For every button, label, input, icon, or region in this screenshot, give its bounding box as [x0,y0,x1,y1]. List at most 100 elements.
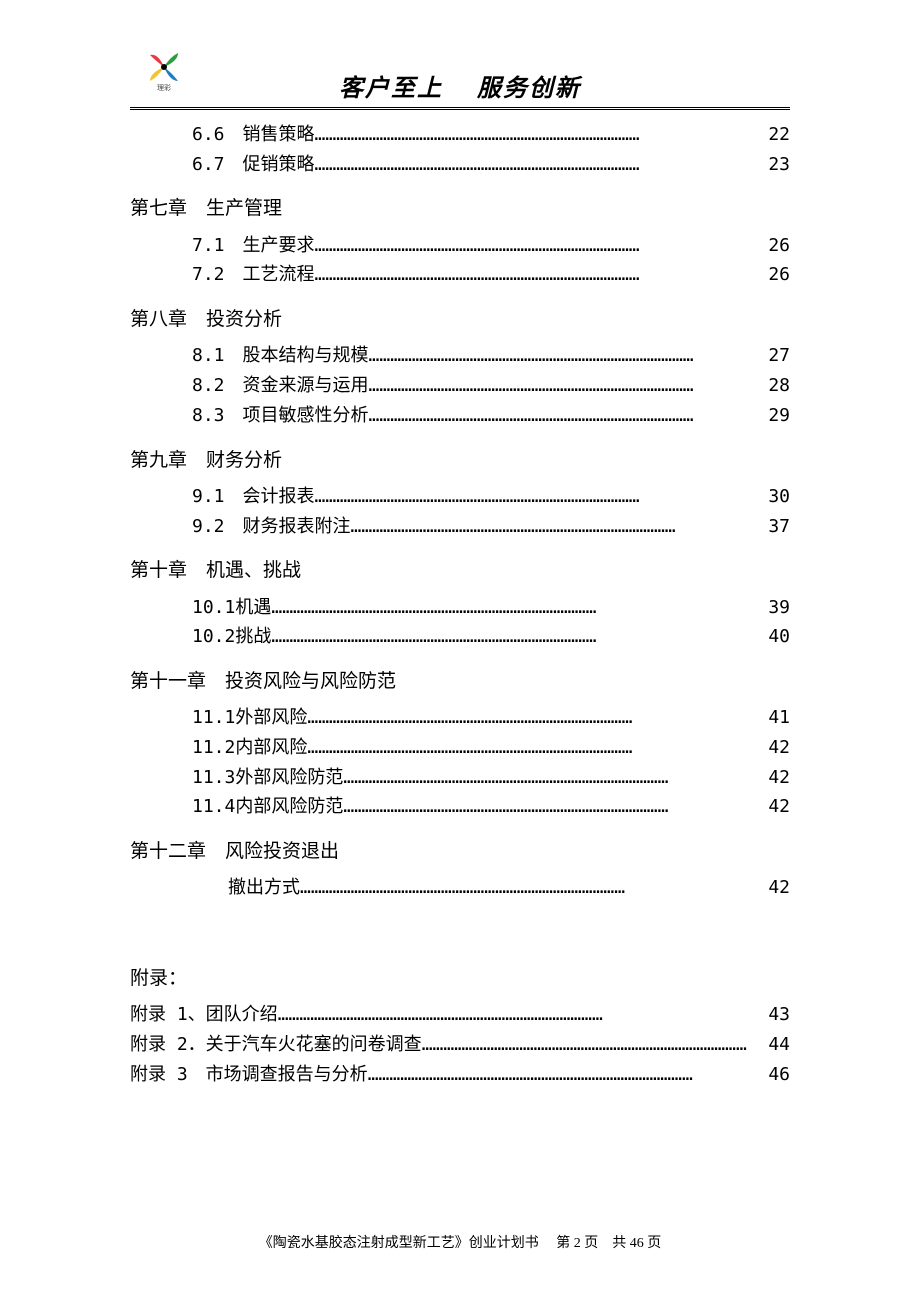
toc-number: 6.7 [192,150,243,180]
toc-label: 挑战 [235,622,271,652]
toc-entry: 9.1 会计报表………………………………………………………………………………30 [192,482,790,512]
toc-label: 资金来源与运用 [243,371,369,401]
toc-leader-dots: ……………………………………………………………………………… [368,1060,769,1090]
toc-entry: 6.6 销售策略………………………………………………………………………………22 [192,120,790,150]
toc-leader-dots: ……………………………………………………………………………… [300,873,768,903]
appendix-page-number: 43 [768,1000,790,1030]
chapter-title: 第八章 投资分析 [130,304,790,335]
header-rule-2 [130,109,790,110]
toc-leader-dots: ……………………………………………………………………………… [422,1030,769,1060]
toc-page-number: 42 [768,873,790,903]
toc-entry: 11.3 外部风险防范……………………………………………………………………………… [192,763,790,793]
toc-page-number: 42 [768,733,790,763]
page-header: 理彩 客户至上 服务创新 [130,50,790,110]
toc-entry: 11.2 内部风险………………………………………………………………………………4… [192,733,790,763]
chapter-title: 第九章 财务分析 [130,445,790,476]
toc-leader-dots: ……………………………………………………………………………… [307,733,768,763]
toc-page-number: 41 [768,703,790,733]
toc-entry: 9.2 财务报表附注………………………………………………………………………………… [192,512,790,542]
toc-number: 10.1 [192,593,235,623]
chapter-title: 第七章 生产管理 [130,193,790,224]
toc-entry: 7.2 工艺流程………………………………………………………………………………26 [192,260,790,290]
toc-page-number: 42 [768,763,790,793]
toc-page-number: 22 [768,120,790,150]
toc-label: 促销策略 [243,150,315,180]
header-title: 客户至上 服务创新 [130,50,790,103]
toc-entry: 11.1 外部风险………………………………………………………………………………4… [192,703,790,733]
toc-leader-dots: ……………………………………………………………………………… [315,231,769,261]
appendix-label: 附录 3 市场调查报告与分析 [130,1060,368,1090]
toc-label: 工艺流程 [243,260,315,290]
toc-number: 10.2 [192,622,235,652]
toc-leader-dots: ……………………………………………………………………………… [369,401,769,431]
toc-label: 销售策略 [243,120,315,150]
toc-leader-dots: ……………………………………………………………………………… [315,120,769,150]
toc-entry: 11.4 内部风险防范……………………………………………………………………………… [192,792,790,822]
toc-number: 8.1 [192,341,243,371]
toc-page-number: 37 [768,512,790,542]
toc-page-number: 42 [768,792,790,822]
toc-page-number: 26 [768,260,790,290]
toc-page-number: 27 [768,341,790,371]
toc-number: 11.2 [192,733,235,763]
toc-leader-dots: ……………………………………………………………………………… [271,593,768,623]
toc-label: 生产要求 [243,231,315,261]
logo-icon: 理彩 [140,45,188,93]
chapter-title: 第十章 机遇、挑战 [130,555,790,586]
toc-label: 股本结构与规模 [243,341,369,371]
toc-number: 8.3 [192,401,243,431]
toc-leader-dots: ……………………………………………………………………………… [307,703,768,733]
toc-number: 7.2 [192,260,243,290]
toc-number: 7.1 [192,231,243,261]
chapter-title: 第十一章 投资风险与风险防范 [130,666,790,697]
toc-leader-dots: ……………………………………………………………………………… [271,622,768,652]
toc-entry: 8.1 股本结构与规模……………………………………………………………………………… [192,341,790,371]
toc-page-number: 30 [768,482,790,512]
toc-leader-dots: ……………………………………………………………………………… [343,763,768,793]
toc-label: 外部风险防范 [235,763,343,793]
toc-number: 6.6 [192,120,243,150]
toc-leader-dots: ……………………………………………………………………………… [315,482,769,512]
toc-label: 撤出方式 [228,873,300,903]
toc-label: 会计报表 [243,482,315,512]
toc-entry: 撤出方式………………………………………………………………………………42 [228,873,790,903]
toc-label: 财务报表附注 [243,512,351,542]
toc-label: 外部风险 [235,703,307,733]
toc-number: 11.1 [192,703,235,733]
svg-text:理彩: 理彩 [157,83,171,92]
toc-number: 9.2 [192,512,243,542]
page-footer: 《陶瓷水基胶态注射成型新工艺》创业计划书 第 2 页 共 46 页 [0,1232,920,1252]
toc-leader-dots: ……………………………………………………………………………… [351,512,769,542]
toc-leader-dots: ……………………………………………………………………………… [369,371,769,401]
toc-number: 11.3 [192,763,235,793]
toc-label: 内部风险防范 [235,792,343,822]
footer-text: 《陶瓷水基胶态注射成型新工艺》创业计划书 第 2 页 共 46 页 [259,1236,662,1251]
toc-entry: 10.1 机遇………………………………………………………………………………39 [192,593,790,623]
header-rule-1 [130,107,790,108]
toc-number: 11.4 [192,792,235,822]
toc-number: 9.1 [192,482,243,512]
toc-entry: 6.7 促销策略………………………………………………………………………………23 [192,150,790,180]
chapter-title: 第十二章 风险投资退出 [130,836,790,867]
toc-page-number: 23 [768,150,790,180]
toc-page-number: 29 [768,401,790,431]
toc-page-number: 40 [768,622,790,652]
appendix-entry: 附录 3 市场调查报告与分析……………………………………………………………………… [130,1060,790,1090]
toc-entry: 10.2 挑战………………………………………………………………………………40 [192,622,790,652]
appendix-label: 附录 1、团队介绍 [130,1000,278,1030]
appendix-heading: 附录： [130,963,790,994]
toc-leader-dots: ……………………………………………………………………………… [369,341,769,371]
toc-content: 6.6 销售策略………………………………………………………………………………22… [130,120,790,1089]
appendix-page-number: 44 [768,1030,790,1060]
toc-entry: 7.1 生产要求………………………………………………………………………………26 [192,231,790,261]
toc-label: 机遇 [235,593,271,623]
appendix-entry: 附录 1、团队介绍………………………………………………………………………………4… [130,1000,790,1030]
toc-number: 8.2 [192,371,243,401]
toc-label: 项目敏感性分析 [243,401,369,431]
appendix-label: 附录 2．关于汽车火花塞的问卷调查 [130,1030,422,1060]
toc-page-number: 39 [768,593,790,623]
appendix-page-number: 46 [768,1060,790,1090]
toc-page-number: 26 [768,231,790,261]
toc-leader-dots: ……………………………………………………………………………… [343,792,768,822]
toc-leader-dots: ……………………………………………………………………………… [278,1000,769,1030]
